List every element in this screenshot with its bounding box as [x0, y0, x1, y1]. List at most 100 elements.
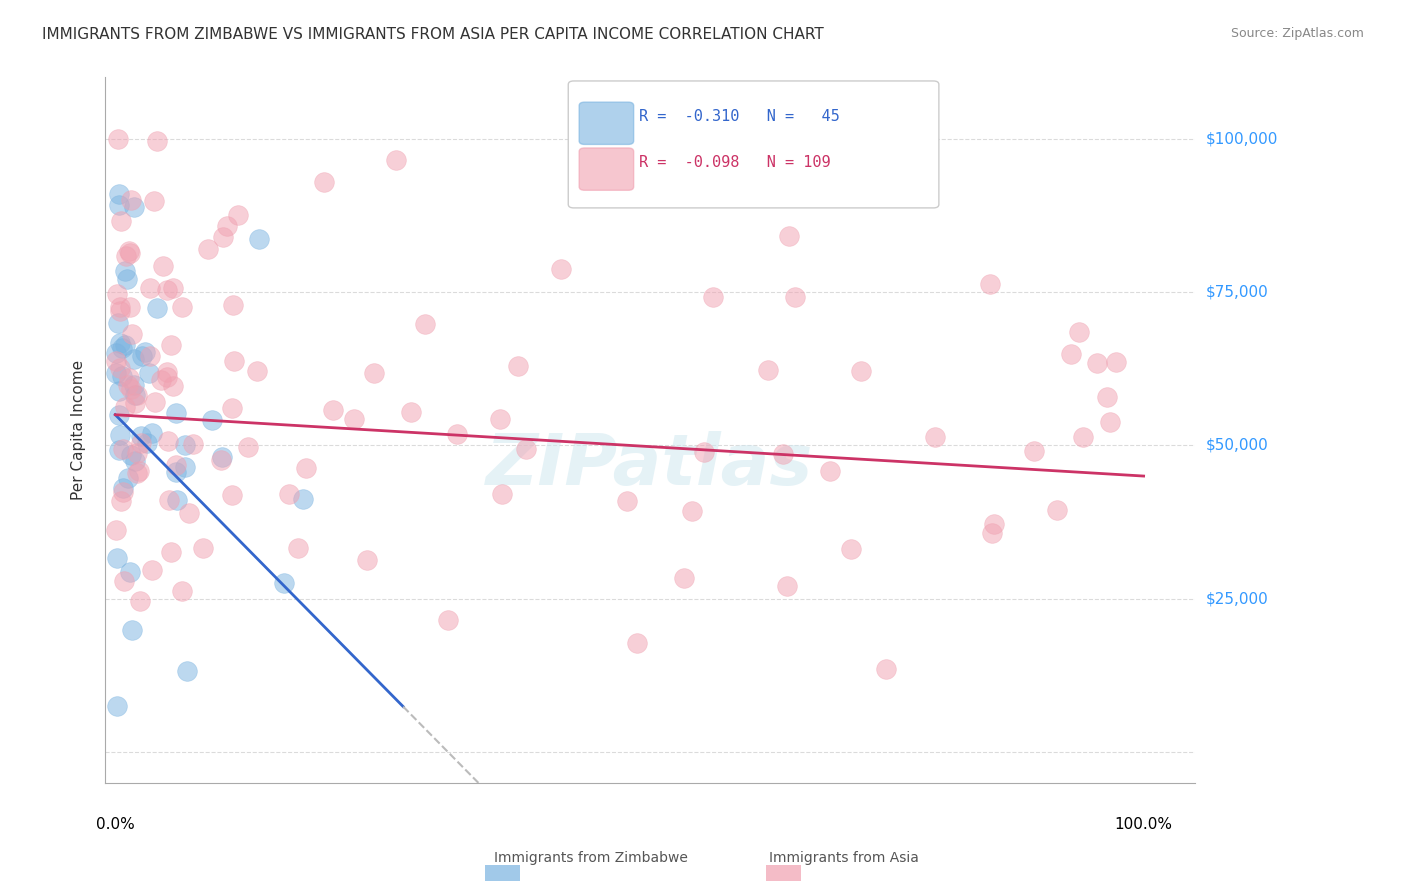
Point — [141, 563, 163, 577]
Point — [107, 187, 129, 202]
Point — [162, 281, 184, 295]
Point — [135, 436, 157, 450]
Point — [117, 378, 139, 392]
Point — [165, 406, 187, 420]
Point — [616, 494, 638, 508]
Point — [112, 574, 135, 588]
Point — [139, 349, 162, 363]
Point — [238, 441, 260, 455]
Point — [550, 261, 572, 276]
Point — [295, 460, 318, 475]
Text: $75,000: $75,000 — [1206, 285, 1268, 300]
Point — [128, 464, 150, 478]
Point — [681, 504, 703, 518]
Point — [129, 429, 152, 443]
Point — [177, 506, 200, 520]
Point — [783, 290, 806, 304]
Point — [105, 551, 128, 566]
Point — [146, 134, 169, 148]
Text: R =  -0.098   N = 109: R = -0.098 N = 109 — [640, 154, 831, 169]
Point — [292, 492, 315, 507]
Point — [515, 442, 537, 457]
Point — [176, 664, 198, 678]
Point — [1067, 325, 1090, 339]
Point — [157, 493, 180, 508]
Point — [165, 458, 187, 472]
FancyBboxPatch shape — [579, 148, 634, 190]
Point — [222, 353, 245, 368]
Point — [117, 470, 139, 484]
Point — [160, 545, 183, 559]
Point — [125, 466, 148, 480]
Point — [156, 370, 179, 384]
Point — [1095, 391, 1118, 405]
Point — [156, 283, 179, 297]
Point — [107, 316, 129, 330]
Point — [134, 345, 156, 359]
Point — [122, 351, 145, 366]
Point — [108, 360, 131, 375]
Point — [157, 434, 180, 448]
Point — [124, 388, 146, 402]
Point — [197, 243, 219, 257]
Point — [1085, 356, 1108, 370]
Point — [110, 494, 132, 508]
Point — [121, 623, 143, 637]
Point — [118, 371, 141, 385]
Point — [166, 493, 188, 508]
Point — [849, 364, 872, 378]
Point — [191, 541, 214, 555]
Point — [115, 249, 138, 263]
Point — [108, 408, 131, 422]
Point — [120, 448, 142, 462]
Point — [1046, 503, 1069, 517]
Point — [107, 286, 129, 301]
Point — [776, 579, 799, 593]
Point — [979, 277, 1001, 292]
Text: Source: ZipAtlas.com: Source: ZipAtlas.com — [1230, 27, 1364, 40]
Point — [626, 636, 648, 650]
Point — [211, 450, 233, 464]
Text: IMMIGRANTS FROM ZIMBABWE VS IMMIGRANTS FROM ASIA PER CAPITA INCOME CORRELATION C: IMMIGRANTS FROM ZIMBABWE VS IMMIGRANTS F… — [42, 27, 824, 42]
Point — [105, 345, 128, 359]
Point — [314, 175, 336, 189]
Point — [173, 460, 195, 475]
Point — [159, 338, 181, 352]
Point — [115, 271, 138, 285]
Point — [226, 208, 249, 222]
Point — [105, 699, 128, 714]
Point — [139, 281, 162, 295]
Point — [778, 229, 800, 244]
Point — [170, 583, 193, 598]
Point — [114, 264, 136, 278]
Point — [105, 367, 128, 381]
Point — [138, 366, 160, 380]
Point — [110, 213, 132, 227]
Point — [111, 442, 134, 456]
Text: Immigrants from Asia: Immigrants from Asia — [769, 851, 918, 865]
Point — [165, 465, 187, 479]
Y-axis label: Per Capita Income: Per Capita Income — [72, 360, 86, 500]
Point — [818, 464, 841, 478]
Text: ZIPatlas: ZIPatlas — [486, 431, 814, 500]
Point — [756, 363, 779, 377]
Point — [121, 326, 143, 341]
Point — [156, 365, 179, 379]
Point — [111, 369, 134, 384]
Point — [143, 194, 166, 209]
Point — [222, 298, 245, 312]
Point — [506, 359, 529, 373]
Point — [118, 300, 141, 314]
Point — [401, 405, 423, 419]
Text: $25,000: $25,000 — [1206, 591, 1268, 607]
Point — [247, 231, 270, 245]
Point — [141, 425, 163, 440]
Point — [129, 594, 152, 608]
Point — [145, 301, 167, 315]
Point — [363, 366, 385, 380]
Point — [108, 300, 131, 314]
Point — [221, 401, 243, 415]
Text: R =  -0.310   N =   45: R = -0.310 N = 45 — [640, 109, 839, 124]
Point — [108, 428, 131, 442]
Point — [839, 542, 862, 557]
